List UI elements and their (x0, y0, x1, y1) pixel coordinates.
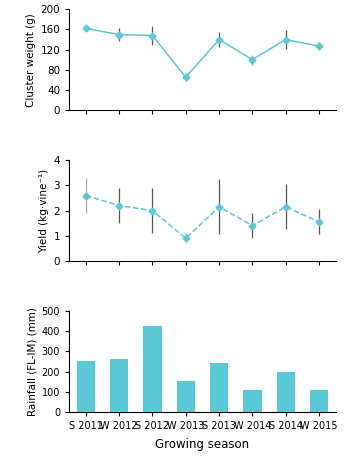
Bar (110, 358, 128, 412)
Bar (176, 380, 195, 412)
Bar (310, 390, 328, 412)
Bar (210, 363, 228, 412)
Y-axis label: Cluster weight (g): Cluster weight (g) (26, 13, 36, 107)
X-axis label: Growing season: Growing season (155, 438, 249, 451)
Y-axis label: Rainfall (FL-IM) (mm): Rainfall (FL-IM) (mm) (27, 307, 37, 416)
Bar (276, 372, 295, 412)
Y-axis label: Yield (kg·vine⁻¹): Yield (kg·vine⁻¹) (39, 168, 49, 253)
Bar (243, 390, 262, 412)
Bar (77, 360, 95, 412)
Bar (143, 326, 162, 412)
